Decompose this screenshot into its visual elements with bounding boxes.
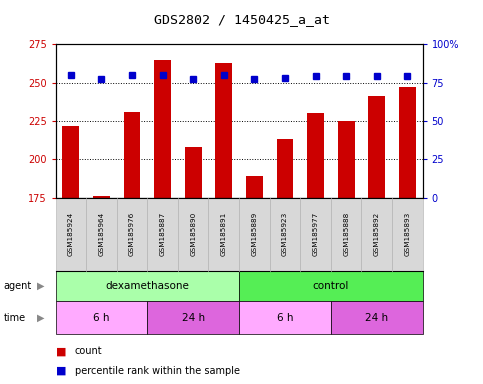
Text: GDS2802 / 1450425_a_at: GDS2802 / 1450425_a_at [154,13,329,26]
Text: dexamethasone: dexamethasone [105,281,189,291]
Text: GSM185892: GSM185892 [374,212,380,257]
Text: ▶: ▶ [37,281,45,291]
Text: GSM185887: GSM185887 [159,212,166,257]
Text: ▶: ▶ [37,313,45,323]
Bar [307,113,324,198]
Text: percentile rank within the sample: percentile rank within the sample [75,366,240,376]
Text: control: control [313,281,349,291]
Bar [215,63,232,198]
Bar [185,147,201,198]
Bar [399,87,416,198]
Text: GSM185893: GSM185893 [404,212,411,257]
Text: 24 h: 24 h [182,313,205,323]
Text: 24 h: 24 h [365,313,388,323]
Text: GSM185923: GSM185923 [282,212,288,257]
Text: count: count [75,346,102,356]
Text: 6 h: 6 h [277,313,293,323]
Bar [93,196,110,198]
Text: GSM185891: GSM185891 [221,212,227,257]
Text: GSM185964: GSM185964 [99,212,104,257]
Text: GSM185888: GSM185888 [343,212,349,257]
Text: GSM185924: GSM185924 [68,212,74,257]
Bar [369,96,385,198]
Bar [338,121,355,198]
Text: ■: ■ [56,366,66,376]
Text: time: time [4,313,26,323]
Bar [62,126,79,198]
Text: GSM185977: GSM185977 [313,212,319,257]
Bar [246,176,263,198]
Bar [277,139,293,198]
Text: GSM185889: GSM185889 [251,212,257,257]
Text: 6 h: 6 h [93,313,110,323]
Text: GSM185890: GSM185890 [190,212,196,257]
Bar [154,60,171,198]
Text: GSM185976: GSM185976 [129,212,135,257]
Text: ■: ■ [56,346,66,356]
Bar [124,112,141,198]
Text: agent: agent [4,281,32,291]
